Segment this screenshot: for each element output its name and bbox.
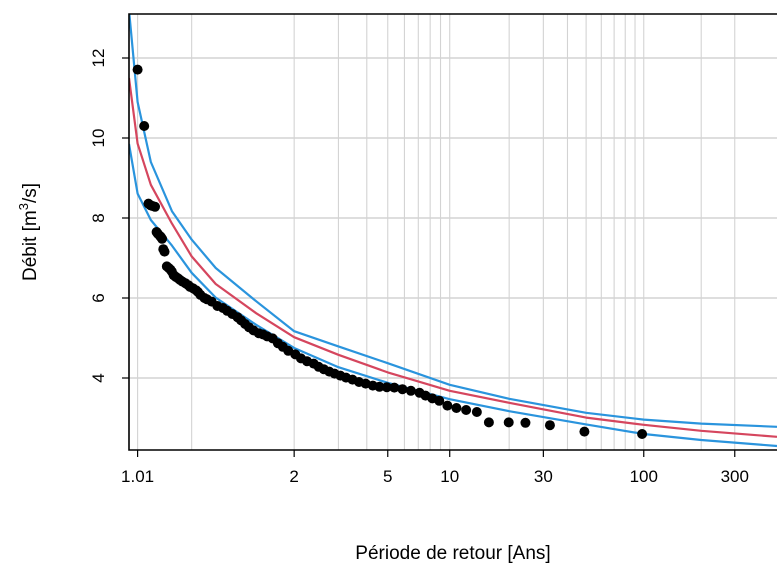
y-tick-label: 12 bbox=[89, 49, 108, 68]
fit-curve bbox=[129, 77, 777, 438]
x-tick-label: 1.01 bbox=[121, 467, 154, 486]
observation-point bbox=[405, 385, 416, 396]
observation-point bbox=[381, 382, 392, 393]
x-tick-label: 5 bbox=[383, 467, 392, 486]
y-tick-label: 6 bbox=[89, 293, 108, 302]
x-axis-title: Période de retour [Ans] bbox=[355, 543, 550, 564]
observation-point bbox=[471, 407, 482, 417]
y-axis-title-main: Débit [m bbox=[20, 210, 41, 281]
series-layer bbox=[129, 14, 777, 448]
observation-point bbox=[139, 121, 150, 131]
y-axis-title-superscript: 3 bbox=[16, 203, 31, 210]
confidence-upper-curve bbox=[129, 14, 777, 428]
observation-point bbox=[461, 405, 472, 415]
y-axis-title: Débit [m3/s] bbox=[16, 183, 41, 281]
observation-point bbox=[483, 417, 494, 428]
observation-point bbox=[579, 426, 590, 437]
y-axis: 4 6 8 10 12 bbox=[89, 49, 129, 383]
grid bbox=[129, 14, 777, 450]
observation-point bbox=[451, 403, 462, 413]
observation-points bbox=[132, 64, 648, 439]
confidence-lower-curve bbox=[129, 143, 777, 448]
observation-point bbox=[637, 429, 648, 439]
observation-point bbox=[544, 420, 555, 431]
observation-point bbox=[150, 201, 161, 212]
observation-point bbox=[520, 417, 531, 428]
x-tick-label: 30 bbox=[534, 467, 553, 486]
y-tick-label: 8 bbox=[89, 213, 108, 222]
observation-point bbox=[159, 246, 170, 257]
x-tick-label: 300 bbox=[721, 467, 749, 486]
observation-point bbox=[434, 395, 445, 406]
x-axis: 1.01 2 5 10 30 100 300 bbox=[121, 450, 749, 486]
x-tick-label: 2 bbox=[289, 467, 298, 486]
observation-point bbox=[397, 384, 408, 395]
x-tick-label: 100 bbox=[630, 467, 658, 486]
y-axis-title-end: /s] bbox=[20, 183, 41, 203]
y-tick-label: 10 bbox=[89, 129, 108, 148]
x-tick-label: 10 bbox=[440, 467, 459, 486]
observation-point bbox=[503, 417, 514, 428]
plot-frame bbox=[128, 13, 777, 451]
observation-point bbox=[442, 400, 453, 411]
observation-point bbox=[374, 381, 385, 392]
observation-point bbox=[132, 64, 143, 75]
observation-point bbox=[389, 382, 400, 393]
observation-point bbox=[157, 233, 168, 244]
y-tick-label: 4 bbox=[89, 373, 108, 382]
